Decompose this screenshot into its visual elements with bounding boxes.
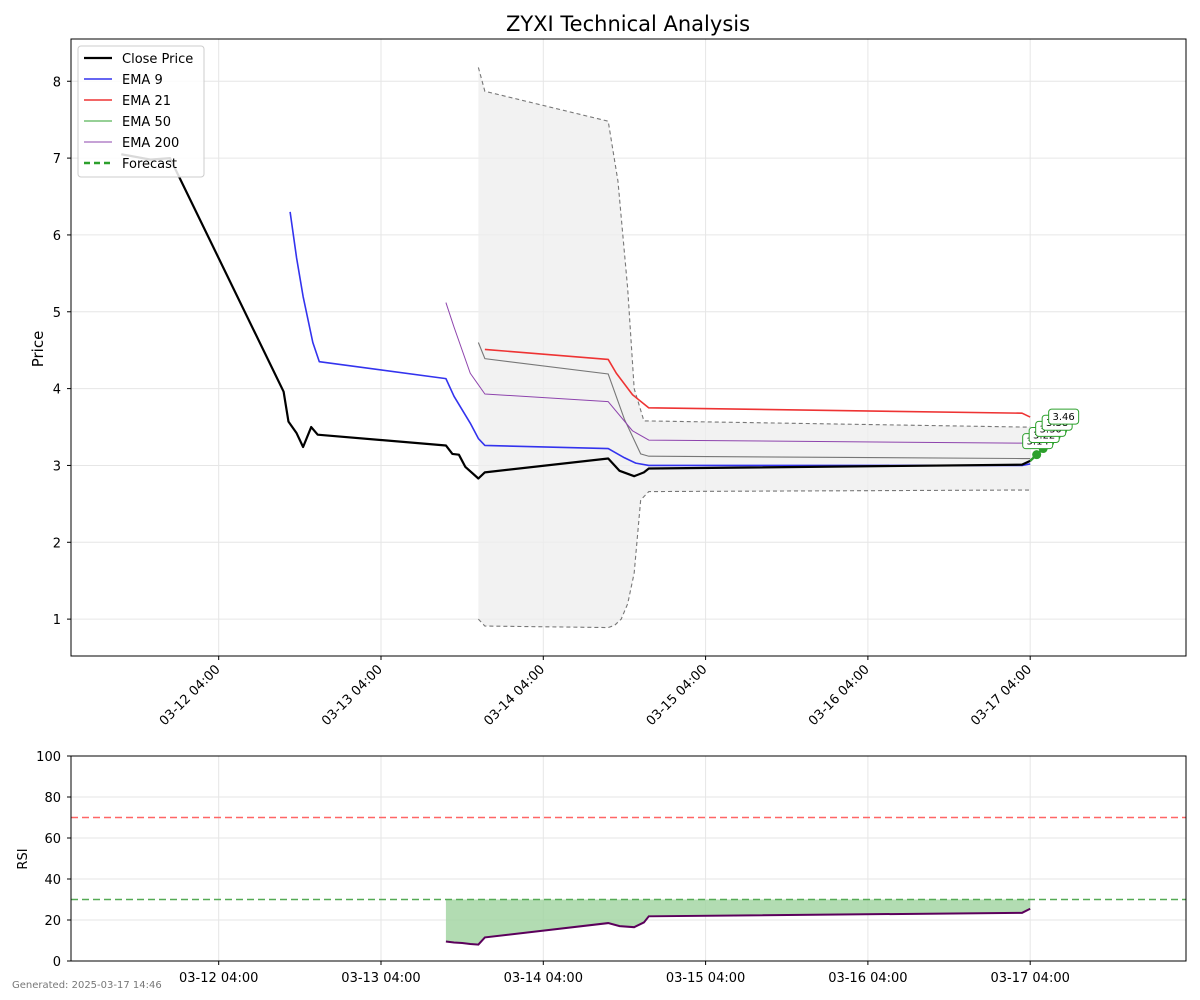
rsi-y-tick-label-1: 20 xyxy=(44,914,61,929)
price-x-tick-label-1: 03-13 04:00 xyxy=(319,662,386,729)
price-y-tick-label-1: 2 xyxy=(53,536,61,551)
legend-label-ema21: EMA 21 xyxy=(122,94,171,109)
price-y-tick-label-2: 3 xyxy=(53,459,61,474)
rsi-x-tick-label-3: 03-15 04:00 xyxy=(666,971,745,986)
rsi-x-tick-label-1: 03-13 04:00 xyxy=(341,971,420,986)
forecast-band-fill xyxy=(478,67,1031,628)
price-y-tick-label-0: 1 xyxy=(53,613,61,628)
legend-label-close: Close Price xyxy=(122,52,193,67)
rsi-y-tick-label-2: 40 xyxy=(44,873,61,888)
rsi-x-tick-label-2: 03-14 04:00 xyxy=(504,971,583,986)
legend: Close Price EMA 9 EMA 21 EMA 50 EMA 200 Forec… xyxy=(77,45,205,178)
forecast-label-box-4 xyxy=(1048,408,1080,425)
price-x-tick-label-3: 03-15 04:00 xyxy=(644,662,711,729)
price-y-label: Price xyxy=(29,331,47,368)
series-line-ema21 xyxy=(484,348,1031,418)
price-x-tick-label-5: 03-17 04:00 xyxy=(968,662,1035,729)
generated-timestamp: Generated: 2025-03-17 14:46 xyxy=(12,980,162,991)
rsi-y-tick-label-4: 80 xyxy=(44,791,61,806)
legend-label-forecast: Forecast xyxy=(122,157,177,172)
rsi-oversold-fill xyxy=(445,899,1031,945)
price-axes-frame xyxy=(70,38,1187,657)
price-x-tick-label-0: 03-12 04:00 xyxy=(157,662,224,729)
rsi-x-tick-label-4: 03-16 04:00 xyxy=(828,971,907,986)
rsi-y-tick-label-5: 100 xyxy=(36,750,61,765)
rsi-y-tick-label-0: 0 xyxy=(53,955,61,970)
rsi-panel: 0 20 40 60 80 100 03-12 04:00 03-13 04:00 03-14 … xyxy=(36,750,1187,986)
series-line-ema9 xyxy=(289,211,1031,467)
series-line-close xyxy=(121,153,1031,480)
legend-label-ema200: EMA 200 xyxy=(122,136,179,151)
legend-label-ema50: EMA 50 xyxy=(122,115,171,130)
price-y-tick-label-7: 8 xyxy=(53,75,61,90)
forecast-point-0 xyxy=(1032,450,1042,460)
rsi-y-tick-label-3: 60 xyxy=(44,832,61,847)
price-y-tick-label-4: 5 xyxy=(53,306,61,321)
rsi-axes-frame xyxy=(70,755,1187,962)
band-lower-line xyxy=(477,489,1031,629)
forecast-label-4: 3.46 xyxy=(1053,412,1075,423)
price-y-tick-label-6: 7 xyxy=(53,152,61,167)
rsi-y-label: RSI xyxy=(16,848,31,869)
rsi-line xyxy=(445,907,1031,946)
legend-label-ema9: EMA 9 xyxy=(122,73,163,88)
rsi-x-tick-label-0: 03-12 04:00 xyxy=(179,971,258,986)
price-y-tick-label-3: 4 xyxy=(53,383,61,398)
price-x-tick-label-2: 03-14 04:00 xyxy=(481,662,548,729)
rsi-x-tick-label-5: 03-17 04:00 xyxy=(991,971,1070,986)
price-y-tick-label-5: 6 xyxy=(53,229,61,244)
band-middle-line xyxy=(477,342,1031,460)
chart-title: ZYXI Technical Analysis xyxy=(506,12,750,36)
series-line-ema200 xyxy=(445,302,1031,444)
price-x-tick-label-4: 03-16 04:00 xyxy=(806,662,873,729)
